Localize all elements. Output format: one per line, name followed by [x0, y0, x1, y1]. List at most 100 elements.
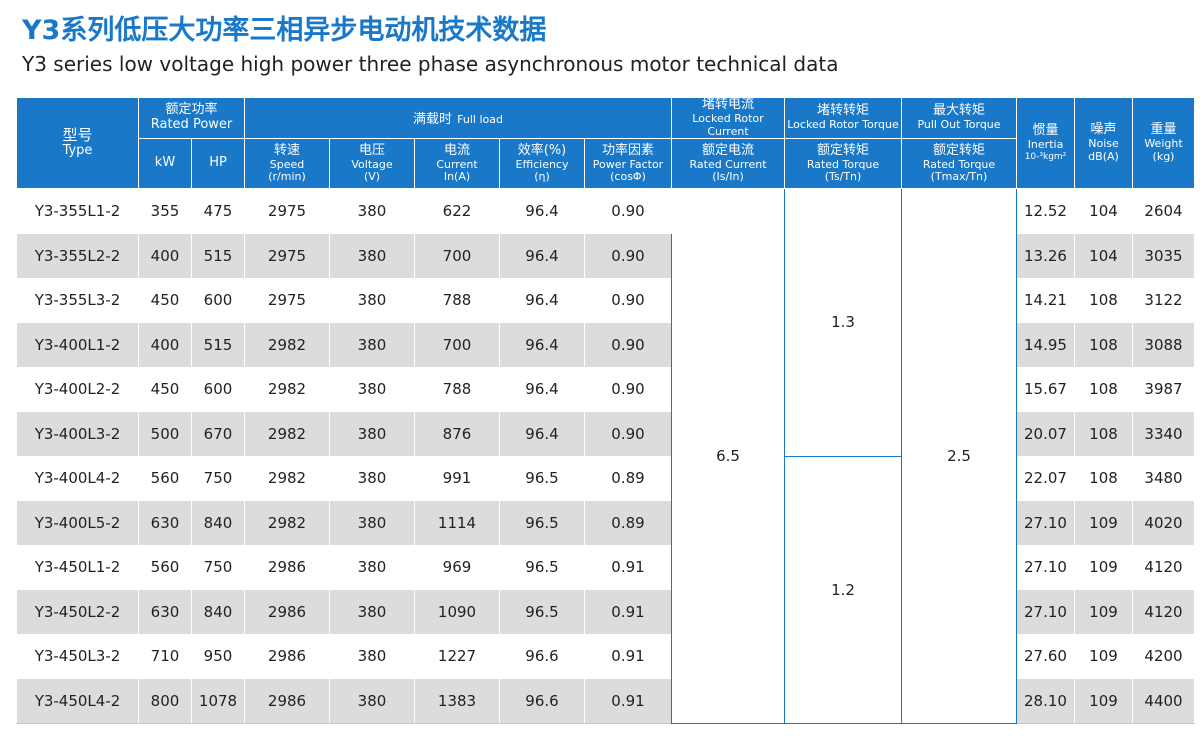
cell-hp: 515 [191, 233, 245, 279]
cell-inertia: 27.60 [1016, 634, 1075, 679]
table-row: Y3-400L4-2 560 750 2982 380 991 96.5 0.89 1.2 22.… [16, 455, 1195, 725]
cell-current: 969 [414, 545, 500, 590]
header-pf-cn: 功率因素 [601, 142, 654, 158]
cell-locked-rotor-current: 6.5 [671, 188, 785, 725]
cell-pf: 0.90 [584, 188, 672, 234]
header-pot-unit: (Tmax/Tn) [930, 170, 988, 184]
cell-current: 700 [414, 322, 500, 368]
table-body: Y3-355L1-2 355 475 2975 380 622 96.4 0.90 6.5 1.3… [16, 188, 1195, 725]
header-noise-unit: dB(A) [1088, 149, 1119, 163]
cell-current: 1227 [414, 634, 500, 679]
cell-hp: 600 [191, 278, 245, 323]
cell-weight: 4120 [1132, 589, 1195, 635]
cell-pf: 0.90 [584, 278, 672, 323]
cell-type: Y3-450L3-2 [16, 634, 139, 679]
cell-kw: 400 [138, 233, 192, 279]
cell-noise: 109 [1074, 634, 1133, 679]
cell-voltage: 380 [329, 367, 415, 412]
cell-type: Y3-450L2-2 [16, 589, 139, 635]
header-lrc-sub-en: Rated Current [689, 157, 767, 171]
header-inertia: 惯量 Inertia 10-³kgm² [1016, 96, 1075, 190]
header-current-en: Current [436, 157, 478, 171]
cell-kw: 355 [138, 188, 192, 234]
table-row: Y3-400L3-2 500 670 2982 380 876 96.4 0.90 20.07 1… [16, 411, 1195, 457]
header-pf-en: Power Factor [592, 157, 664, 171]
header-efficiency-en: Efficiency [515, 157, 569, 171]
cell-inertia: 14.21 [1016, 278, 1075, 323]
cell-inertia: 28.10 [1016, 678, 1075, 725]
header-hp: HP [191, 138, 245, 190]
table-row: Y3-400L2-2 450 600 2982 380 788 96.4 0.90 15.67 1… [16, 367, 1195, 412]
cell-kw: 450 [138, 278, 192, 323]
cell-type: Y3-400L1-2 [16, 322, 139, 368]
header-speed: 转速 Speed (r/min) [244, 138, 330, 190]
header-lrt-sub: 额定转矩 Rated Torque (Ts/Tn) [784, 138, 902, 190]
table-row: Y3-450L4-2 800 1078 2986 380 1383 96.6 0.91 28.1… [16, 678, 1195, 725]
header-pot-sub: 额定转矩 Rated Torque (Tmax/Tn) [901, 138, 1017, 190]
cell-voltage: 380 [329, 411, 415, 457]
page-title-cn: Y3系列低压大功率三相异步电动机技术数据 [22, 15, 547, 46]
cell-efficiency: 96.5 [499, 545, 585, 590]
header-weight-en: Weight [1144, 136, 1183, 150]
cell-current: 788 [414, 367, 500, 412]
cell-type: Y3-450L1-2 [16, 545, 139, 590]
cell-hp: 840 [191, 500, 245, 546]
header-lrc-sub: 额定电流 Rated Current (Is/In) [671, 138, 785, 190]
cell-kw: 450 [138, 367, 192, 412]
header-efficiency-unit: (η) [534, 170, 550, 184]
cell-voltage: 380 [329, 456, 415, 501]
cell-inertia: 20.07 [1016, 411, 1075, 457]
table-row: Y3-400L5-2 630 840 2982 380 1114 96.5 0.89 27.10… [16, 500, 1195, 546]
header-lrc-en: Locked Rotor Current [692, 111, 764, 138]
cell-pf: 0.91 [584, 634, 672, 679]
cell-voltage: 380 [329, 589, 415, 635]
cell-current: 622 [414, 188, 500, 234]
header-full-load-en: Full load [457, 112, 503, 126]
header-lrt-unit: (Ts/Tn) [824, 170, 862, 184]
cell-weight: 3340 [1132, 411, 1195, 457]
header-lrt-cn: 堵转转矩 [816, 103, 869, 119]
cell-type: Y3-355L3-2 [16, 278, 139, 323]
cell-current: 1383 [414, 678, 500, 725]
header-type-en: Type [62, 143, 93, 159]
header-type: 型号 Type [16, 96, 139, 190]
cell-kw: 500 [138, 411, 192, 457]
table-row: Y3-355L1-2 355 475 2975 380 622 96.4 0.90 6.5 1.3… [16, 188, 1195, 725]
cell-pf: 0.90 [584, 367, 672, 412]
cell-efficiency: 96.5 [499, 589, 585, 635]
cell-current: 700 [414, 233, 500, 279]
cell-current: 788 [414, 278, 500, 323]
header-voltage-cn: 电压 [358, 142, 385, 158]
cell-inertia: 22.07 [1016, 456, 1075, 501]
cell-inertia: 14.95 [1016, 322, 1075, 368]
header-pot-sub-cn: 额定转矩 [932, 142, 985, 158]
cell-pf: 0.89 [584, 500, 672, 546]
cell-weight: 2604 [1132, 188, 1195, 234]
header-inertia-en: Inertia [1027, 138, 1064, 152]
header-weight-cn: 重量 [1150, 122, 1177, 137]
cell-voltage: 380 [329, 322, 415, 368]
cell-kw: 710 [138, 634, 192, 679]
cell-voltage: 380 [329, 233, 415, 279]
cell-current: 1114 [414, 500, 500, 546]
header-lrc-unit: (Is/In) [712, 170, 744, 184]
header-speed-unit: (r/min) [268, 170, 306, 184]
cell-kw: 560 [138, 456, 192, 501]
header-pot-cn: 最大转矩 [932, 103, 985, 119]
cell-weight: 4120 [1132, 545, 1195, 590]
cell-noise: 108 [1074, 367, 1133, 412]
cell-hp: 600 [191, 367, 245, 412]
cell-type: Y3-400L3-2 [16, 411, 139, 457]
header-current: 电流 Current In(A) [414, 138, 500, 190]
cell-voltage: 380 [329, 188, 415, 234]
cell-type: Y3-400L5-2 [16, 500, 139, 546]
cell-efficiency: 96.5 [499, 500, 585, 546]
cell-efficiency: 96.4 [499, 322, 585, 368]
cell-weight: 3035 [1132, 233, 1195, 279]
cell-type: Y3-355L2-2 [16, 233, 139, 279]
header-efficiency: 效率(%) Efficiency (η) [499, 138, 585, 190]
cell-pf: 0.91 [584, 589, 672, 635]
cell-speed: 2975 [244, 278, 330, 323]
cell-speed: 2986 [244, 678, 330, 725]
cell-locked-rotor-torque-upper: 1.3 [784, 188, 902, 457]
